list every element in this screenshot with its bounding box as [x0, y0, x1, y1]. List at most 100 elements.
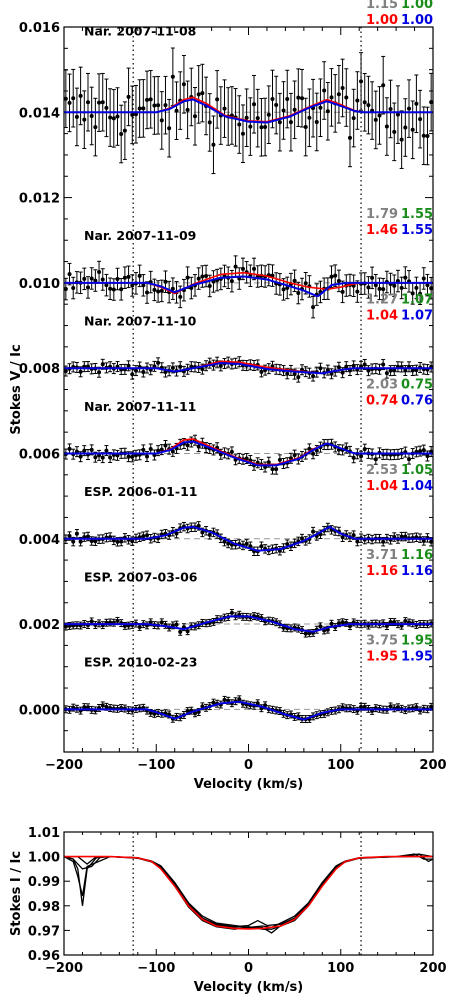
data-point	[340, 620, 345, 625]
data-point	[244, 115, 249, 120]
data-point	[410, 127, 415, 132]
data-point	[130, 454, 135, 459]
data-point	[93, 455, 98, 460]
data-point	[336, 278, 341, 283]
data-point	[152, 103, 157, 108]
data-point	[163, 443, 168, 448]
data-point	[63, 287, 68, 292]
data-point	[388, 106, 393, 111]
data-point	[240, 131, 245, 136]
data-point	[141, 447, 146, 452]
data-point	[403, 619, 408, 624]
data-point	[421, 276, 426, 281]
observation-label: Nar. 2007-11-08	[84, 24, 196, 39]
data-point	[281, 287, 286, 292]
model-blue-line	[64, 275, 433, 298]
data-point	[108, 455, 113, 460]
data-point	[104, 105, 109, 110]
data-point	[288, 120, 293, 125]
data-point	[248, 124, 253, 129]
data-point	[163, 279, 168, 284]
data-point	[85, 705, 90, 710]
data-point	[78, 539, 83, 544]
data-point	[351, 455, 356, 460]
data-point	[141, 283, 146, 288]
data-point	[104, 283, 109, 288]
data-point	[159, 118, 164, 123]
chi2-green: 1.05	[401, 463, 433, 478]
data-point	[381, 287, 386, 292]
data-point	[156, 448, 161, 453]
model-red-line	[64, 855, 433, 930]
chi2-green: 1.95	[401, 634, 433, 649]
data-point	[63, 96, 68, 101]
data-point	[340, 370, 345, 375]
data-point	[403, 125, 408, 130]
data-point	[237, 122, 242, 127]
data-point	[355, 289, 360, 294]
data-point	[418, 291, 423, 296]
data-point	[100, 277, 105, 282]
data-point	[277, 120, 282, 125]
data-point	[148, 710, 153, 715]
data-point	[200, 704, 205, 709]
x-tick-label: 0	[244, 961, 253, 976]
data-point	[347, 135, 352, 140]
data-point	[207, 283, 212, 288]
y-tick-label: 0.000	[19, 703, 60, 718]
data-point	[329, 95, 334, 100]
data-point	[152, 287, 157, 292]
data-point	[384, 371, 389, 376]
data-point	[145, 97, 150, 102]
x-tick-label: 200	[419, 961, 446, 976]
chi2-gray: 2.53	[366, 463, 398, 478]
data-point	[74, 531, 79, 536]
data-point	[318, 366, 323, 371]
data-point	[292, 453, 297, 458]
data-point	[97, 370, 102, 375]
data-point	[82, 448, 87, 453]
data-point	[266, 112, 271, 117]
data-point	[407, 457, 412, 462]
data-point	[200, 91, 205, 96]
x-tick-label: 0	[244, 758, 253, 773]
data-point	[274, 103, 279, 108]
data-point	[100, 100, 105, 105]
data-point	[377, 113, 382, 118]
data-point	[395, 112, 400, 117]
data-point	[421, 448, 426, 453]
stokes-v-profile-6: ESP. 2010-02-23 3.75 1.951.95 1.95	[63, 634, 434, 724]
data-point	[71, 96, 76, 101]
data-point	[82, 276, 87, 281]
data-point	[403, 368, 408, 373]
data-point	[429, 100, 434, 105]
data-point	[196, 92, 201, 97]
data-point	[425, 283, 430, 288]
data-point	[421, 538, 426, 543]
data-point	[67, 100, 72, 105]
data-point	[85, 100, 90, 105]
data-point	[145, 533, 150, 538]
data-point	[381, 362, 386, 367]
data-point	[344, 364, 349, 369]
stokes-v-plot: −200 −100 0 100 200 0.000 0.002 0.004 0.006 0.008…	[9, 0, 447, 792]
data-point	[196, 523, 201, 528]
data-point	[266, 460, 271, 465]
data-point	[351, 533, 356, 538]
data-point	[395, 705, 400, 710]
data-point	[237, 697, 242, 702]
data-point	[85, 534, 90, 539]
data-point	[104, 448, 109, 453]
data-point	[100, 455, 105, 460]
data-point	[163, 103, 168, 108]
y-tick-label: 1.00	[28, 851, 60, 866]
y-tick-label: 0.004	[19, 533, 60, 548]
data-point	[292, 372, 297, 377]
data-point	[126, 94, 131, 99]
data-point	[421, 133, 426, 138]
data-point	[388, 619, 393, 624]
observation-label: ESP. 2007-03-06	[84, 569, 198, 584]
stokes-v-profile-5: ESP. 2007-03-06 3.71 1.161.16 1.16	[63, 548, 434, 638]
data-point	[240, 266, 245, 271]
data-point	[200, 367, 205, 372]
